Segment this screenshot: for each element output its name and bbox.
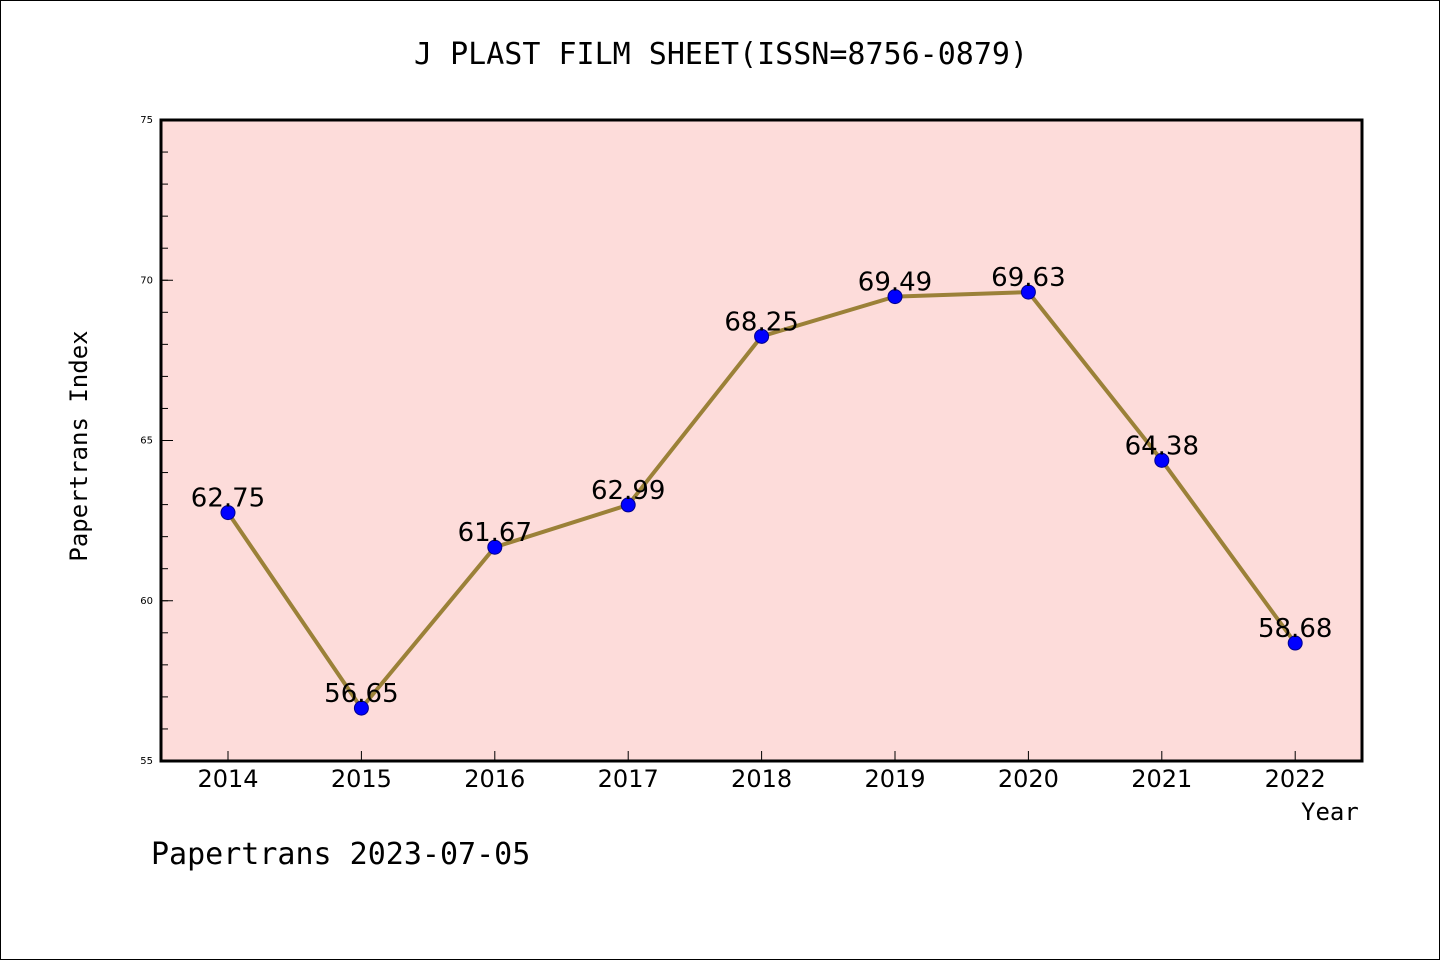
data-point [353,700,369,716]
x-tick-label: 2021 [1131,765,1192,793]
x-tick-label: 2014 [197,765,258,793]
y-tick-label: 60 [140,596,153,607]
data-label: 61.67 [458,518,532,548]
y-tick-label: 75 [140,115,153,126]
data-point [487,539,503,555]
y-tick-label: 65 [140,436,153,447]
data-label: 56.65 [324,679,398,709]
plot-area [159,118,1364,763]
x-tick-label: 2020 [998,765,1059,793]
x-tick-label: 2016 [464,765,525,793]
x-tick-label: 2018 [731,765,792,793]
data-point [1020,284,1036,300]
data-point [754,328,770,344]
data-label: 62.75 [191,484,265,514]
x-axis-label: Year [1301,798,1359,826]
data-label: 64.38 [1125,431,1199,461]
data-label: 62.99 [591,476,665,506]
y-tick-label: 70 [140,275,153,286]
x-tick-label: 2017 [598,765,659,793]
data-point [220,505,236,521]
x-tick-label: 2019 [864,765,925,793]
data-point [887,289,903,305]
footer-note: Papertrans 2023-07-05 [151,837,531,872]
data-label: 58.68 [1258,614,1332,644]
data-label: 69.49 [858,268,932,298]
data-point [620,497,636,513]
x-tick-label: 2022 [1265,765,1326,793]
x-tick-label: 2015 [331,765,392,793]
data-label: 69.63 [991,263,1065,293]
data-point [1287,635,1303,651]
data-label: 68.25 [724,307,798,337]
y-tick-label: 55 [140,756,153,767]
data-point [1154,452,1170,468]
chart-title: J PLAST FILM SHEET(ISSN=8756-0879) [413,37,1029,72]
